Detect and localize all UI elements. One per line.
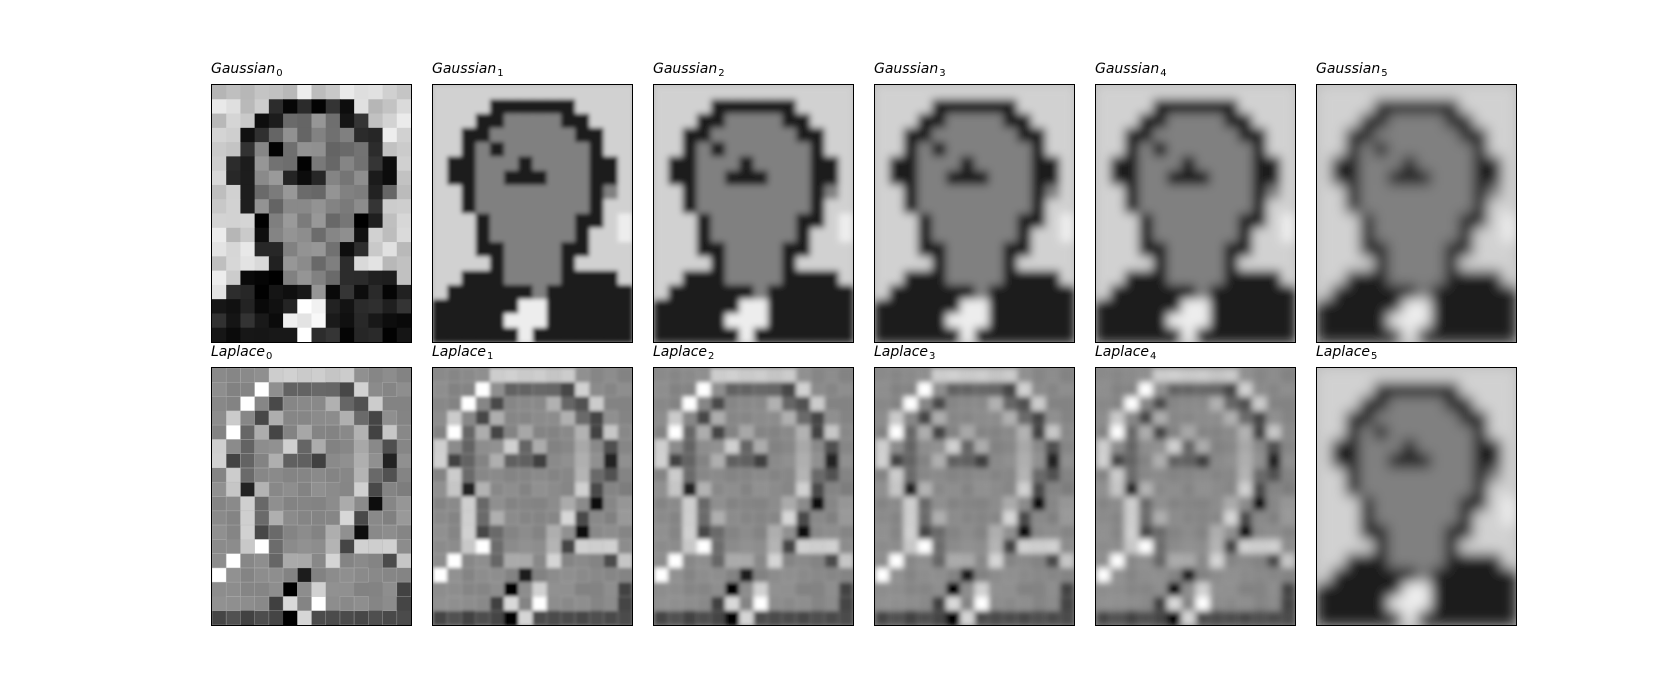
panel-subscript: 4 — [1150, 351, 1156, 362]
panel-label: Gaussian — [1095, 61, 1159, 77]
laplace-title-4: Laplace4 — [1095, 343, 1156, 366]
laplace-title-5: Laplace5 — [1316, 343, 1377, 366]
gaussian-title-5: Gaussian5 — [1316, 60, 1388, 83]
panel-subscript: 2 — [718, 68, 724, 79]
gaussian-panel-2: Gaussian2 — [653, 84, 854, 343]
laplace-panel-5: Laplace5 — [1316, 367, 1517, 626]
panel-subscript: 5 — [1371, 351, 1377, 362]
panel-subscript: 3 — [939, 68, 945, 79]
panel-subscript: 0 — [276, 68, 282, 79]
panel-label: Gaussian — [211, 61, 275, 77]
panel-label: Laplace — [653, 344, 707, 360]
panel-label: Gaussian — [653, 61, 717, 77]
panel-label: Gaussian — [432, 61, 496, 77]
panel-label: Laplace — [1095, 344, 1149, 360]
laplace-image-2 — [653, 367, 854, 626]
laplace-panel-4: Laplace4 — [1095, 367, 1296, 626]
laplace-panel-2: Laplace2 — [653, 367, 854, 626]
panel-label: Laplace — [1316, 344, 1370, 360]
gaussian-image-5 — [1316, 84, 1517, 343]
laplace-image-0 — [211, 367, 412, 626]
gaussian-title-1: Gaussian1 — [432, 60, 504, 83]
gaussian-panel-3: Gaussian3 — [874, 84, 1075, 343]
laplace-panel-3: Laplace3 — [874, 367, 1075, 626]
panel-subscript: 1 — [487, 351, 493, 362]
panel-label: Laplace — [432, 344, 486, 360]
panel-subscript: 5 — [1381, 68, 1387, 79]
gaussian-title-0: Gaussian0 — [211, 60, 283, 83]
panel-subscript: 1 — [497, 68, 503, 79]
panel-label: Laplace — [874, 344, 928, 360]
panel-label: Gaussian — [874, 61, 938, 77]
gaussian-title-3: Gaussian3 — [874, 60, 946, 83]
panel-subscript: 3 — [929, 351, 935, 362]
laplace-image-1 — [432, 367, 633, 626]
panel-subscript: 4 — [1160, 68, 1166, 79]
gaussian-title-2: Gaussian2 — [653, 60, 725, 83]
gaussian-panel-1: Gaussian1 — [432, 84, 633, 343]
gaussian-image-2 — [653, 84, 854, 343]
panel-label: Laplace — [211, 344, 265, 360]
laplace-panel-1: Laplace1 — [432, 367, 633, 626]
panel-subscript: 2 — [708, 351, 714, 362]
laplace-title-1: Laplace1 — [432, 343, 493, 366]
laplace-title-0: Laplace0 — [211, 343, 272, 366]
gaussian-panel-5: Gaussian5 — [1316, 84, 1517, 343]
gaussian-image-3 — [874, 84, 1075, 343]
gaussian-panel-0: Gaussian0 — [211, 84, 412, 343]
panel-subscript: 0 — [266, 351, 272, 362]
laplace-panel-0: Laplace0 — [211, 367, 412, 626]
gaussian-panel-4: Gaussian4 — [1095, 84, 1296, 343]
laplace-image-5 — [1316, 367, 1517, 626]
laplace-title-2: Laplace2 — [653, 343, 714, 366]
gaussian-image-0 — [211, 84, 412, 343]
gaussian-title-4: Gaussian4 — [1095, 60, 1167, 83]
gaussian-image-1 — [432, 84, 633, 343]
laplace-title-3: Laplace3 — [874, 343, 935, 366]
gaussian-image-4 — [1095, 84, 1296, 343]
laplace-image-3 — [874, 367, 1075, 626]
laplace-image-4 — [1095, 367, 1296, 626]
panel-label: Gaussian — [1316, 61, 1380, 77]
